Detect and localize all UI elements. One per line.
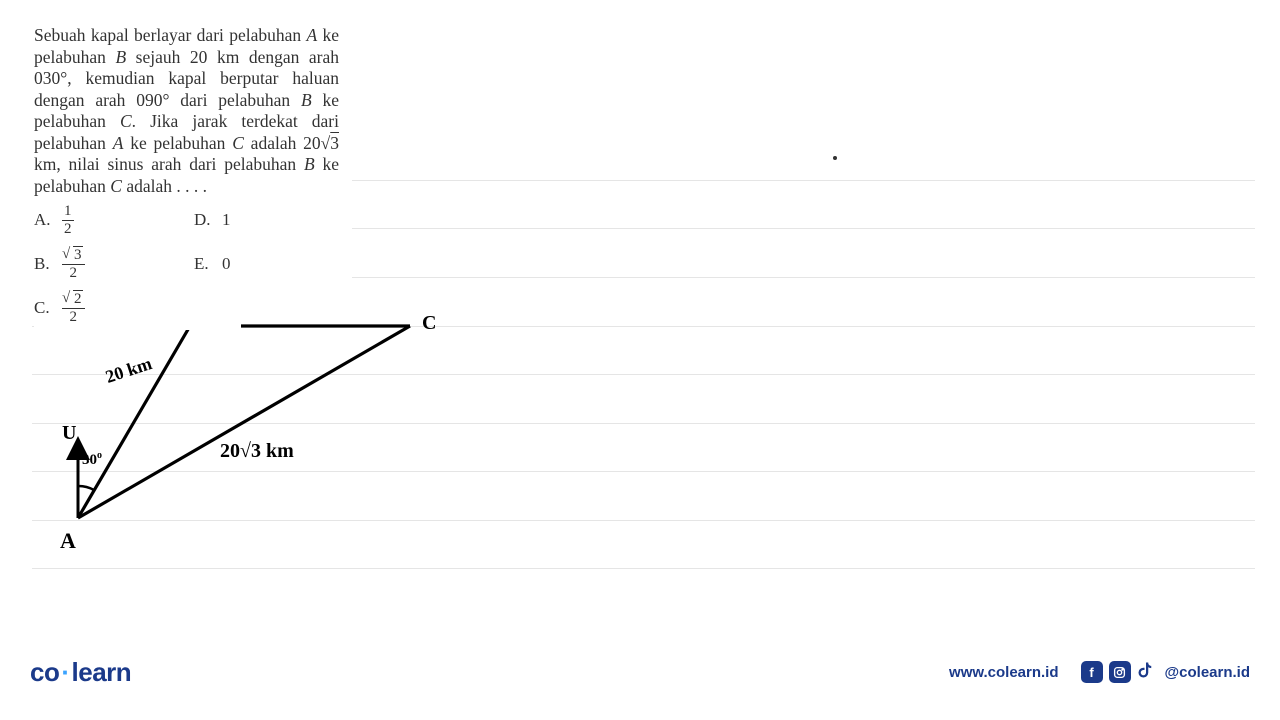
option-E[interactable]: E. 0 [194,254,231,274]
q-part: ke pelabuhan [123,133,232,153]
opt-C-num: 2 [73,290,83,307]
q-sqrt3: 3 [330,133,339,153]
option-C[interactable]: C. 2 2 [34,292,194,325]
option-label: D. [194,210,222,230]
opt-D-val: 1 [222,210,231,230]
q-italic-C3: C [110,176,122,196]
tiktok-icon[interactable] [1137,660,1155,685]
option-label: A. [34,210,62,230]
option-label: E. [194,254,222,274]
q-italic-A2: A [113,133,124,153]
footer: co·learn www.colearn.id f @colearn.id [0,652,1280,692]
label-A: A [60,528,76,554]
social-handle[interactable]: @colearn.id [1165,664,1250,681]
q-italic-B3: B [304,154,315,174]
opt-A-num: 1 [62,204,74,221]
q-italic-A: A [306,25,317,45]
logo-co: co [30,657,59,687]
q-italic-C2: C [232,133,244,153]
q-part: adalah 20 [244,133,321,153]
q-part: Sebuah kapal berlayar dari pelabuhan [34,25,306,45]
label-C: C [422,312,436,335]
social-links: f @colearn.id [1081,660,1250,685]
label-U-at-A: U [62,422,76,445]
website-link[interactable]: www.colearn.id [949,664,1058,681]
colearn-logo: co·learn [30,657,131,688]
label-20sqrt3km: 20√3 km [220,440,294,463]
option-D[interactable]: D. 1 [194,210,231,230]
question-text: Sebuah kapal berlayar dari pelabuhan A k… [34,25,339,197]
option-A[interactable]: A. 12 [34,204,194,237]
option-label: C. [34,298,62,318]
angle-arc-30 [78,486,94,490]
opt-C-den: 2 [70,309,78,325]
opt-A-den: 2 [64,221,72,237]
opt-B-num: 3 [73,246,83,263]
logo-learn: learn [72,657,132,687]
q-italic-B: B [115,47,126,67]
opt-B-den: 2 [70,265,78,281]
answer-options: A. 12 D. 1 B. 32 E. 0 C. 22 [34,198,241,330]
q-italic-B2: B [301,90,312,110]
logo-dot: · [61,657,69,687]
option-label: B. [34,254,62,274]
q-part: adalah . . . . [122,176,207,196]
option-B[interactable]: B. 3 2 [34,248,194,281]
line-AB [78,326,190,518]
opt-E-val: 0 [222,254,231,274]
label-30: 30o [82,450,102,469]
stray-dot [833,156,837,160]
q-part: km, nilai sinus arah dari pelabuhan [34,154,304,174]
line-CA [78,326,410,518]
instagram-icon[interactable] [1109,661,1131,683]
q-italic-C: C [120,111,132,131]
facebook-icon[interactable]: f [1081,661,1103,683]
